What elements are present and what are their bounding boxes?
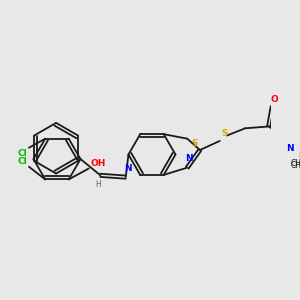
Text: Cl: Cl bbox=[17, 157, 27, 166]
Text: CH₃: CH₃ bbox=[290, 159, 300, 168]
Text: N: N bbox=[286, 144, 294, 153]
Text: S: S bbox=[221, 129, 228, 138]
Text: CH₃: CH₃ bbox=[290, 161, 300, 170]
Text: H: H bbox=[96, 180, 101, 189]
Text: O: O bbox=[270, 95, 278, 104]
Text: N: N bbox=[124, 164, 131, 173]
Text: H: H bbox=[298, 151, 300, 160]
Text: Cl: Cl bbox=[17, 149, 27, 158]
Text: N: N bbox=[185, 154, 193, 163]
Text: OH: OH bbox=[91, 159, 106, 168]
Text: S: S bbox=[191, 139, 198, 148]
